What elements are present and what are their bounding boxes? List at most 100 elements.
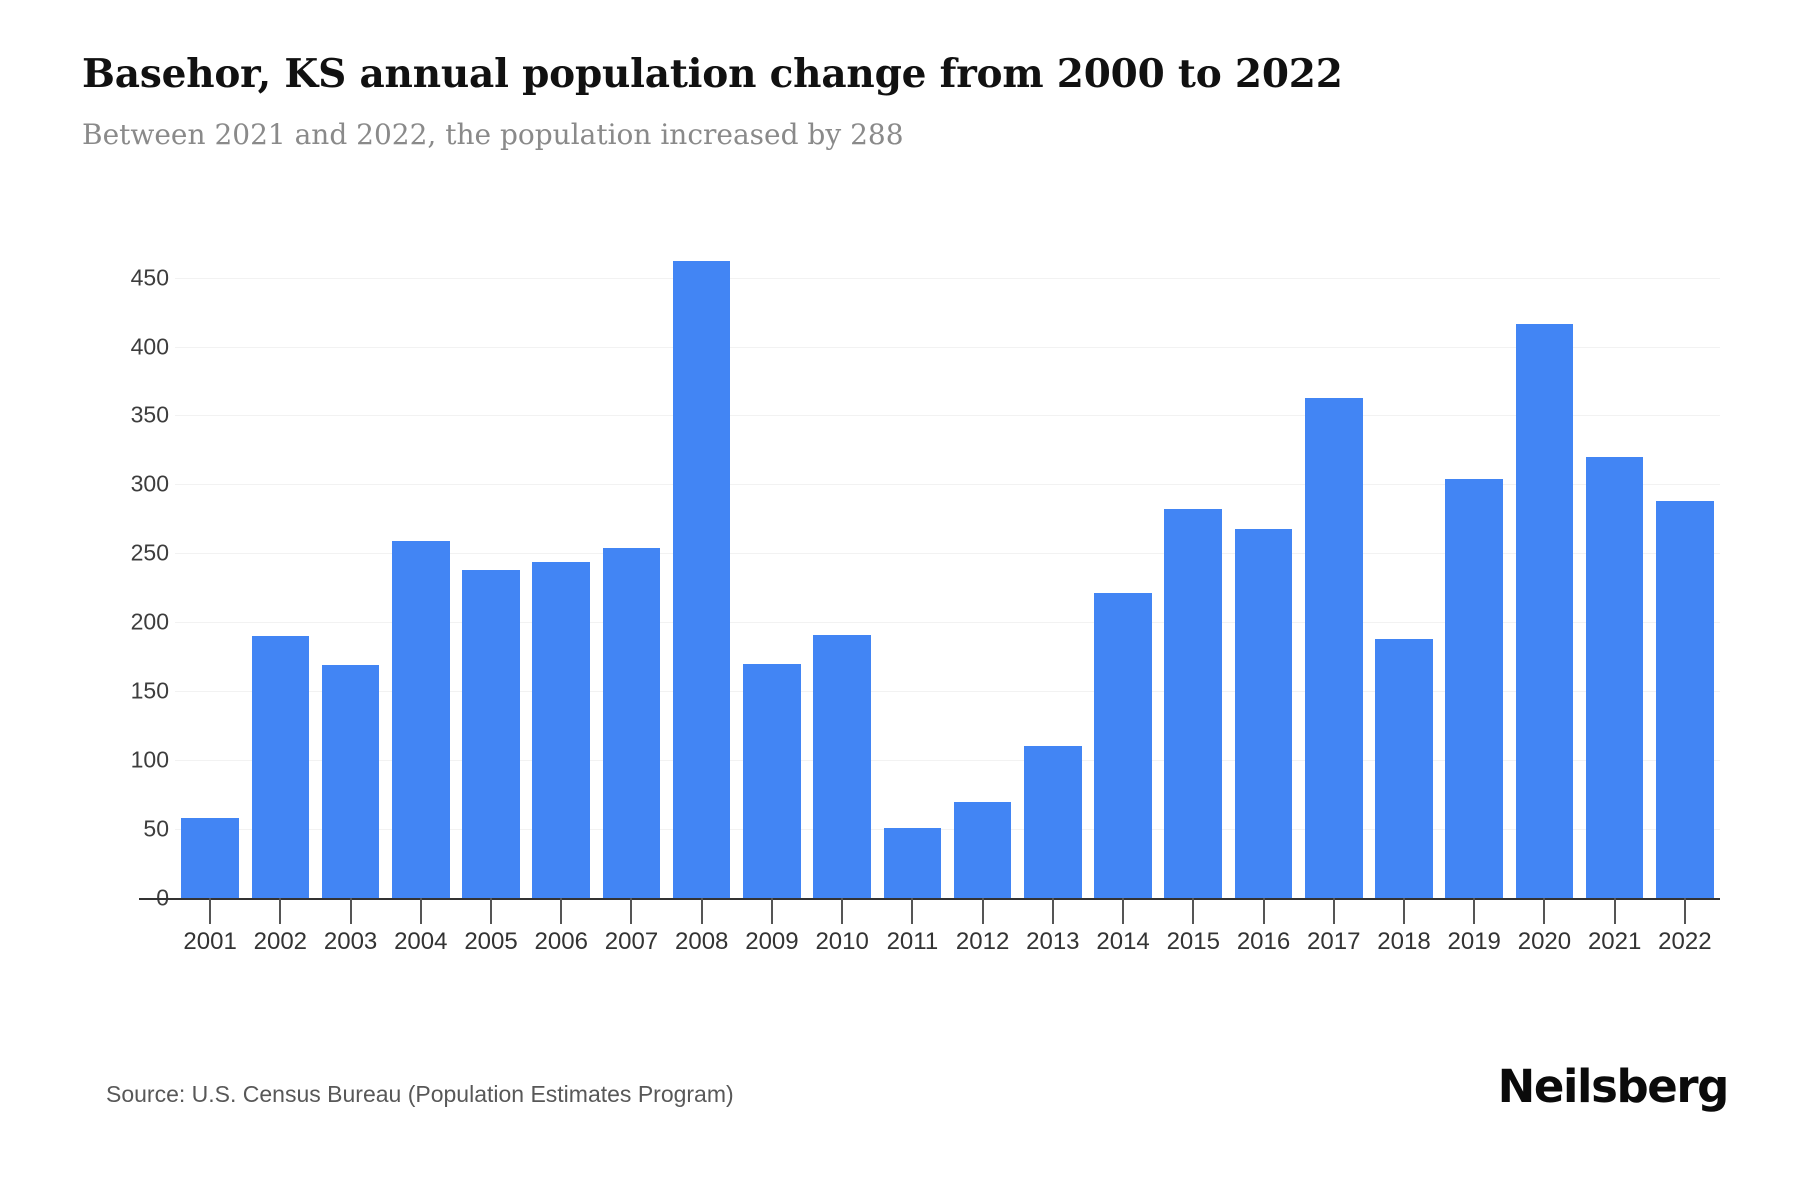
x-axis-tick [1543, 898, 1546, 924]
x-axis-tick-label-2013: 2013 [1026, 928, 1080, 955]
bar-slot [245, 250, 315, 898]
x-axis-tick [1402, 898, 1405, 924]
bar-2017[interactable] [1304, 397, 1363, 898]
bar-slot [1228, 250, 1298, 898]
bar-2011[interactable] [883, 827, 942, 898]
x-axis-tick [560, 898, 563, 924]
bar-slot [386, 250, 456, 898]
x-axis-tick-label-2011: 2011 [886, 928, 939, 955]
bar-2021[interactable] [1585, 456, 1644, 898]
bar-slot [1299, 250, 1369, 898]
y-axis-tick-label: 400 [130, 333, 169, 359]
x-axis-tick [841, 898, 844, 924]
y-axis-tick-label: 200 [130, 608, 169, 635]
gridline [175, 622, 1720, 624]
x-axis-tick [1683, 898, 1686, 924]
x-axis-tick-label-2010: 2010 [815, 928, 869, 955]
x-axis-tick [419, 898, 422, 924]
x-axis-tick [1122, 898, 1125, 924]
bar-slot [737, 250, 807, 898]
bar-2001[interactable] [181, 818, 239, 898]
x-axis-tick [490, 898, 493, 924]
bar-2014[interactable] [1094, 593, 1152, 898]
y-axis-tick-label: 150 [130, 677, 169, 704]
x-axis-tick-label-2004: 2004 [394, 928, 448, 955]
bar-2004[interactable] [391, 540, 450, 898]
bar-2020[interactable] [1515, 324, 1574, 898]
x-axis-tick-label-2005: 2005 [464, 928, 518, 955]
x-axis-tick [1613, 898, 1616, 924]
bar-slot [1580, 250, 1650, 898]
bar-slot [526, 250, 596, 898]
x-axis-tick-label-2019: 2019 [1447, 928, 1501, 955]
chart-header: Basehor, KS annual population change fro… [82, 48, 1722, 155]
bar-2003[interactable] [321, 665, 380, 898]
gridline [175, 415, 1720, 417]
gridline [175, 484, 1720, 486]
x-axis-tick-label-2002: 2002 [253, 928, 308, 955]
bar-slot [1369, 250, 1439, 898]
bar-2022[interactable] [1656, 500, 1714, 898]
brand-logo: Neilsberg [1497, 1060, 1730, 1113]
x-axis-tick [1473, 898, 1476, 924]
x-axis-tick [700, 898, 703, 924]
x-axis-tick-label-2001: 2001 [183, 928, 237, 955]
x-axis-tick [770, 898, 773, 924]
page-title: Basehor, KS annual population change fro… [82, 51, 1343, 97]
bar-2012[interactable] [953, 801, 1012, 898]
bar-2018[interactable] [1375, 638, 1433, 898]
x-axis-tick [911, 898, 914, 924]
bar-slot [1018, 250, 1088, 898]
bar-2005[interactable] [462, 569, 520, 898]
plot-inner: 050100150200250300350400450 200120022003… [131, 250, 1720, 955]
x-axis-tick-label-2018: 2018 [1377, 928, 1431, 955]
gridline [175, 553, 1720, 555]
bar-2019[interactable] [1445, 478, 1503, 898]
gridline [175, 691, 1720, 693]
bar-slot [596, 250, 666, 898]
chart-subtitle: Between 2021 and 2022, the population in… [82, 118, 904, 151]
x-axis-tick [630, 898, 633, 924]
bar-2013[interactable] [1024, 746, 1082, 898]
bar-2002[interactable] [251, 636, 310, 898]
x-axis-tick-label-2016: 2016 [1236, 928, 1291, 955]
bar-2009[interactable] [743, 663, 801, 898]
x-axis-line [139, 898, 1720, 900]
bar-slot [948, 250, 1018, 898]
x-axis-tick-label-2021: 2021 [1587, 928, 1642, 955]
bar-2010[interactable] [813, 634, 871, 898]
bar-2016[interactable] [1234, 528, 1293, 898]
bar-slot [807, 250, 877, 898]
source-note: Source: U.S. Census Bureau (Population E… [106, 1081, 734, 1107]
bar-2007[interactable] [602, 547, 661, 898]
bar-2015[interactable] [1164, 509, 1223, 898]
x-axis-tick [279, 898, 282, 924]
x-axis-tick-label-2006: 2006 [534, 928, 588, 955]
y-axis-tick-label: 350 [130, 401, 169, 428]
x-axis-tick [1262, 898, 1265, 924]
x-axis-tick-label-2017: 2017 [1307, 928, 1361, 955]
x-axis-tick-label-2007: 2007 [604, 928, 659, 955]
bar-slot [315, 250, 385, 898]
bar-2008[interactable] [672, 261, 731, 898]
bar-2006[interactable] [532, 561, 591, 898]
x-axis-tick-label-2003: 2003 [323, 928, 378, 955]
x-axis-tick-label-2012: 2012 [955, 928, 1010, 955]
gridline [175, 277, 1720, 279]
x-axis-tick [1192, 898, 1195, 924]
x-axis-tick [1332, 898, 1335, 924]
bar-slot [456, 250, 526, 898]
y-axis-tick-label: 250 [130, 539, 169, 566]
x-axis-tick [349, 898, 352, 924]
x-axis-tick [209, 898, 212, 924]
bar-slot [175, 250, 245, 898]
y-axis-tick-label: 100 [130, 746, 169, 773]
x-axis-tick-label-2020: 2020 [1517, 928, 1572, 955]
bar-slot [1509, 250, 1579, 898]
y-axis-tick-label: 50 [143, 815, 169, 842]
x-axis-tick-label-2022: 2022 [1658, 928, 1712, 955]
bar-slot [1650, 250, 1720, 898]
y-axis-tick-label: 450 [130, 264, 169, 291]
